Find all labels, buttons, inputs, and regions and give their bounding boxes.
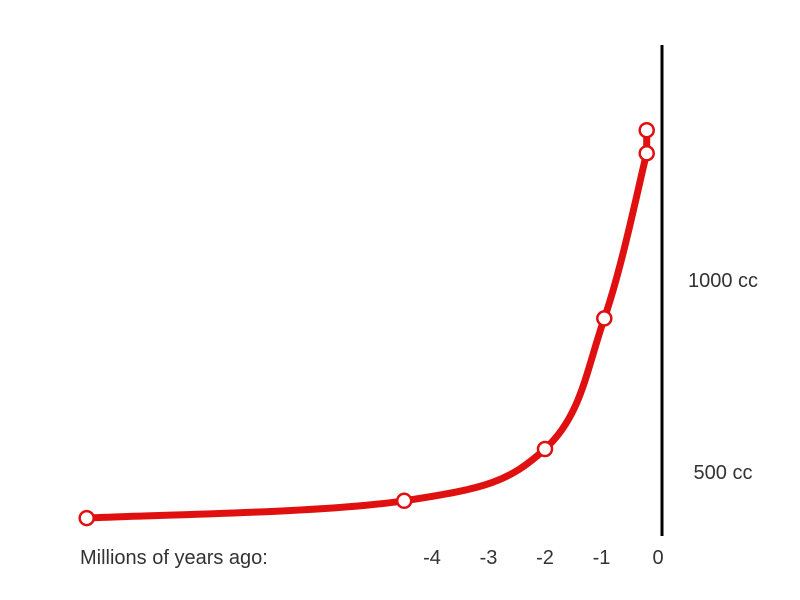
data-point-3 bbox=[596, 310, 613, 327]
series-layer bbox=[83, 126, 651, 522]
x-axis-title: Millions of years ago: bbox=[80, 547, 268, 569]
data-point-5 bbox=[638, 121, 655, 139]
y-tick-label-0: 500 cc bbox=[694, 462, 753, 484]
data-point-0 bbox=[78, 509, 95, 527]
points-layer bbox=[78, 121, 655, 527]
data-point-1 bbox=[395, 492, 413, 510]
x-tick-label-3: -1 bbox=[593, 547, 611, 569]
x-tick-label-4: 0 bbox=[652, 547, 663, 569]
data-point-4 bbox=[638, 145, 655, 162]
data-point-2 bbox=[536, 440, 554, 458]
x-tick-label-2: -2 bbox=[536, 547, 554, 569]
x-tick-label-0: -4 bbox=[423, 547, 441, 569]
x-tick-label-1: -3 bbox=[480, 547, 498, 569]
y-tick-label-1: 1000 cc bbox=[688, 270, 758, 292]
series-line-0 bbox=[83, 126, 651, 522]
labels-layer: Millions of years ago: -4 -3 -2 -1 0 500 cc 10… bbox=[80, 270, 758, 569]
